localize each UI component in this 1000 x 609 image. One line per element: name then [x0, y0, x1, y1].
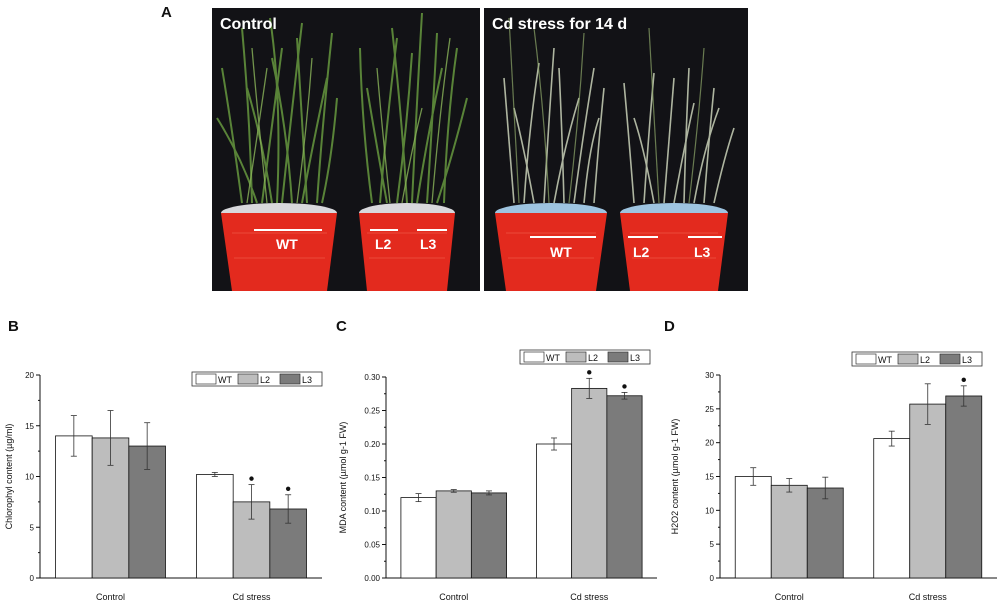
legend-label-wt: WT — [546, 353, 560, 363]
bar-wt — [734, 476, 772, 579]
y-tick-label: 30 — [705, 371, 714, 380]
legend: WT L2 L3 — [191, 371, 323, 387]
legend-swatch-wt — [523, 351, 545, 363]
bucket-label-l3-cd: L3 — [694, 244, 711, 260]
y-tick-label: 0.00 — [364, 574, 380, 583]
photo-title-control: Control — [220, 16, 277, 33]
legend-label-l3: L3 — [962, 355, 972, 365]
y-axis-label: H2O2 content (µmol g-1 FW) — [670, 419, 680, 535]
photo-control: Control WT L2 L3 — [212, 8, 480, 291]
x-tick-label: Control — [439, 592, 468, 602]
bar-l3 — [128, 445, 166, 579]
bar-l2 — [909, 403, 947, 579]
panel-label-d: D — [664, 318, 675, 335]
l2-underline-control — [370, 229, 398, 231]
y-tick-label: 0 — [710, 574, 715, 583]
photo-cd-stress: Cd stress for 14 d WT L2 L3 — [484, 8, 748, 291]
chart-chlorophyll-svg: 0 5 10 15 20 Chlorophyl content (µg/ml) Contro… — [4, 371, 323, 602]
significance-marker — [285, 486, 291, 491]
bar-wt — [536, 443, 573, 579]
bar-wt — [196, 474, 234, 579]
bar-l3 — [945, 395, 983, 579]
y-tick-label: 0.30 — [364, 373, 380, 382]
y-tick-label: 0.10 — [364, 507, 380, 516]
y-tick-label: 25 — [705, 405, 714, 414]
bar-l2 — [435, 490, 472, 579]
bar-wt — [55, 435, 93, 579]
bucket-label-l3-control: L3 — [420, 236, 437, 252]
x-tick-label: Control — [775, 592, 804, 602]
legend-label-l2: L2 — [260, 375, 270, 385]
y-tick-label: 0 — [30, 574, 35, 583]
bar-l3 — [470, 492, 507, 579]
significance-marker — [622, 384, 627, 389]
x-tick-label: Cd stress — [232, 592, 271, 602]
bucket-label-l2-cd: L2 — [633, 244, 650, 260]
panel-label-b: B — [8, 318, 19, 335]
panel-label-a: A — [161, 4, 172, 21]
significance-marker — [587, 370, 592, 375]
panel-label-c: C — [336, 318, 347, 335]
l3-underline-cd — [688, 236, 722, 238]
bar-l2 — [571, 387, 608, 579]
y-tick-label: 5 — [30, 523, 35, 532]
legend-swatch-l2 — [237, 373, 259, 385]
x-tick-label: Control — [96, 592, 125, 602]
y-tick-label: 20 — [705, 439, 714, 448]
legend-label-wt: WT — [218, 375, 232, 385]
bar-l3 — [806, 487, 844, 579]
legend-swatch-l3 — [607, 351, 629, 363]
chart-mda-svg: 0.00 0.05 0.10 0.15 0.20 0.25 0.30 MDA content … — [338, 349, 657, 602]
x-tick-label: Cd stress — [570, 592, 609, 602]
legend-swatch-l3 — [279, 373, 301, 385]
bucket-label-wt-cd: WT — [550, 244, 572, 260]
plants-illustration-cd-stress — [484, 8, 748, 291]
bar-l2 — [770, 484, 808, 579]
y-tick-label: 15 — [705, 473, 714, 482]
y-tick-label: 0.25 — [364, 407, 380, 416]
y-tick-label: 0.20 — [364, 440, 380, 449]
legend-label-l3: L3 — [302, 375, 312, 385]
y-tick-label: 0.15 — [364, 474, 380, 483]
legend-label-l2: L2 — [920, 355, 930, 365]
chart-mda: 0.00 0.05 0.10 0.15 0.20 0.25 0.30 MDA content … — [330, 330, 660, 609]
legend: WT L2 L3 — [851, 351, 983, 367]
y-axis-label: MDA content (µmol g-1 FW) — [338, 422, 348, 534]
y-axis-label: Chlorophyl content (µg/ml) — [4, 424, 14, 530]
bucket-label-wt-control: WT — [276, 236, 298, 252]
legend-swatch-wt — [195, 373, 217, 385]
legend: WT L2 L3 — [519, 349, 651, 365]
wt-underline-control — [254, 229, 322, 231]
chart-h2o2-svg: 0 5 10 15 20 25 30 H2O2 content (µmol g-1 FW) Co… — [670, 351, 997, 602]
y-tick-label: 10 — [705, 506, 714, 515]
legend-swatch-l2 — [565, 351, 587, 363]
y-tick-label: 10 — [25, 473, 34, 482]
y-tick-label: 20 — [25, 371, 34, 380]
legend-label-wt: WT — [878, 355, 892, 365]
legend-swatch-l2 — [897, 353, 919, 365]
photo-title-cd-stress: Cd stress for 14 d — [492, 16, 628, 33]
l2-underline-cd — [628, 236, 658, 238]
y-tick-label: 0.05 — [364, 541, 380, 550]
x-tick-label: Cd stress — [909, 592, 948, 602]
legend-swatch-wt — [855, 353, 877, 365]
legend-label-l2: L2 — [588, 353, 598, 363]
l3-underline-control — [417, 229, 447, 231]
wt-underline-cd — [530, 236, 596, 238]
plants-illustration-control — [212, 8, 480, 291]
y-tick-label: 5 — [710, 540, 715, 549]
legend-label-l3: L3 — [630, 353, 640, 363]
significance-marker — [249, 476, 254, 481]
bar-l3 — [606, 395, 643, 579]
bar-wt — [873, 438, 911, 579]
bar-wt — [400, 497, 437, 579]
y-tick-label: 15 — [25, 422, 34, 431]
chart-chlorophyll: 0 5 10 15 20 Chlorophyl content (µg/ml) Contro… — [0, 330, 325, 609]
bucket-label-l2-control: L2 — [375, 236, 392, 252]
chart-h2o2: 0 5 10 15 20 25 30 H2O2 content (µmol g-1 FW) Co… — [664, 330, 1000, 609]
legend-swatch-l3 — [939, 353, 961, 365]
significance-marker — [961, 377, 966, 383]
